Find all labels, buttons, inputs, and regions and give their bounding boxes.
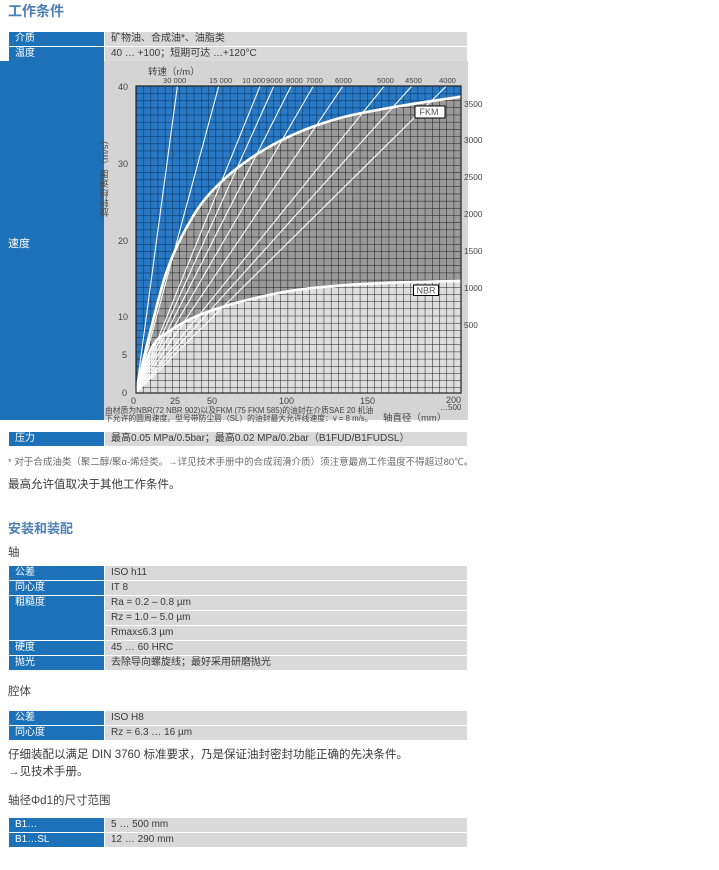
svg-text:FKM: FKM xyxy=(420,107,439,117)
svg-text:NBR: NBR xyxy=(417,285,437,295)
